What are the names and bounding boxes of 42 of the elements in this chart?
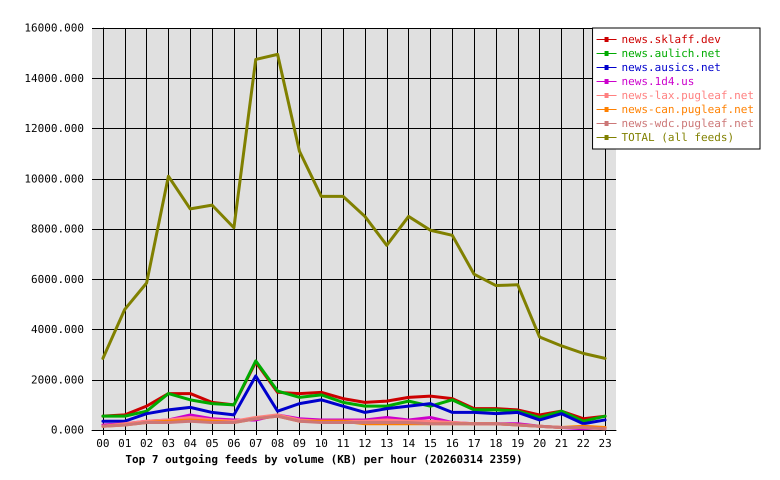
x-tick-label: 09: [292, 437, 306, 450]
legend-label: news-lax.pugleaf.net: [622, 89, 754, 102]
y-tick-label: 2000.000: [31, 373, 84, 386]
legend-label: news.ausics.net: [622, 61, 721, 74]
x-tick-label: 07: [249, 437, 262, 450]
x-tick-label: 13: [380, 437, 394, 450]
x-tick-label: 02: [140, 437, 154, 450]
y-tick-label: 16000.000: [24, 22, 84, 34]
x-tick-label: 21: [554, 437, 568, 450]
y-tick-label: 12000.000: [24, 122, 84, 135]
x-tick-label: 04: [184, 437, 198, 450]
y-tick-label: 4000.000: [31, 323, 84, 336]
x-tick-label: 08: [270, 437, 284, 450]
y-tick-label: 10000.000: [24, 172, 84, 186]
x-tick-label: 14: [402, 437, 416, 450]
x-tick-label: 15: [424, 437, 438, 450]
x-tick-label: 20: [532, 437, 546, 450]
legend-label: news.sklaff.dev: [622, 33, 722, 46]
x-tick-label: 17: [467, 437, 481, 450]
x-tick-label: 06: [227, 437, 241, 450]
x-tick-label: 00: [96, 437, 110, 450]
x-tick-label: 22: [576, 437, 590, 450]
legend-label: news.1d4.us: [622, 75, 694, 88]
x-tick-label: 10: [314, 437, 328, 450]
x-tick-label: 23: [598, 437, 612, 450]
x-tick-label: 19: [511, 437, 524, 450]
legend-label: news.aulich.net: [622, 47, 721, 60]
x-tick-label: 12: [358, 437, 372, 450]
legend-label: TOTAL (all feeds): [622, 131, 734, 144]
legend-label: news-wdc.pugleaf.net: [622, 117, 754, 130]
y-tick-label: 0.000: [50, 424, 84, 436]
x-tick-label: 16: [446, 437, 459, 450]
y-tick-label: 14000.000: [24, 72, 84, 85]
x-tick-label: 01: [118, 437, 132, 450]
y-tick-label: 6000.000: [31, 272, 84, 286]
x-tick-label: 18: [489, 437, 503, 450]
legend-label: news-can.pugleaf.net: [622, 103, 754, 116]
x-axis-title: Top 7 outgoing feeds by volume (KB) per hour (20260314 2359): [125, 452, 523, 466]
y-tick-label: 8000.000: [31, 222, 84, 236]
x-tick-label: 05: [205, 437, 219, 450]
x-tick-label: 11: [336, 437, 350, 450]
x-tick-label: 03: [162, 437, 176, 450]
